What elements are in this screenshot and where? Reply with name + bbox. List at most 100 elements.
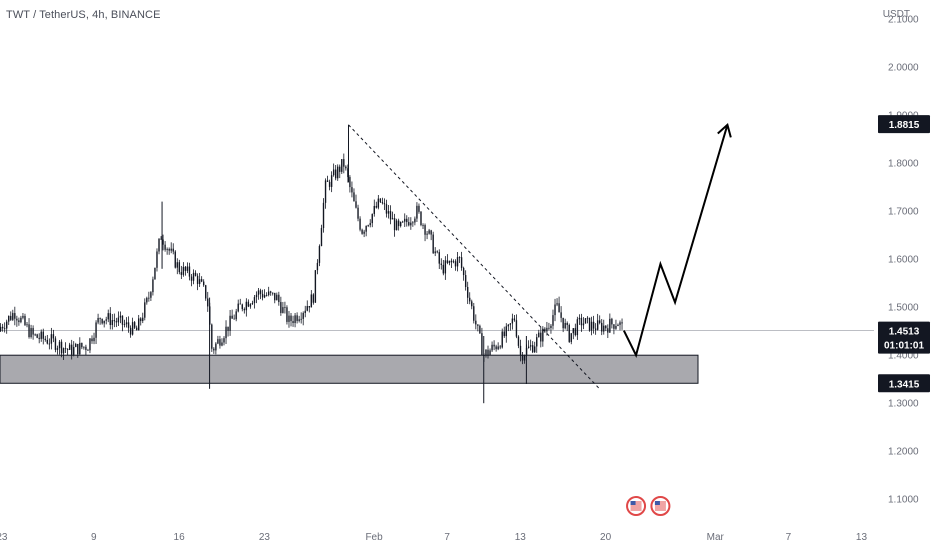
candle-body: [274, 292, 276, 301]
candle-body: [556, 303, 558, 305]
price-tick-label: 1.4000: [888, 351, 919, 362]
candle-body: [24, 315, 26, 325]
support-price-badge-text: 1.3415: [889, 379, 920, 390]
candle-body: [245, 301, 248, 311]
candle-body: [142, 317, 144, 322]
candle-body: [83, 346, 85, 348]
candle-body: [103, 320, 105, 324]
candle-body: [491, 344, 493, 351]
candle-body: [257, 290, 260, 295]
candle-body: [26, 324, 28, 326]
candle-body: [586, 317, 589, 319]
candle-body: [117, 317, 120, 323]
candle-body: [361, 229, 363, 234]
candle-body: [434, 251, 436, 254]
candle-body: [180, 272, 183, 275]
candle-body: [402, 221, 404, 223]
candle-body: [296, 315, 298, 321]
candle-body: [328, 181, 331, 187]
candle-body: [107, 313, 109, 320]
candle-body: [460, 257, 463, 268]
current-price-badge-text: 01:01:01: [884, 341, 924, 352]
candle-body: [270, 291, 272, 293]
candle-body: [513, 318, 516, 321]
candle-body: [66, 349, 69, 350]
candle-body: [397, 220, 400, 227]
candle-body: [278, 294, 280, 303]
price-axis[interactable]: 2.10002.00001.90001.80001.70001.60001.50…: [888, 15, 919, 506]
candle-body: [304, 310, 306, 313]
candle-body: [534, 346, 536, 353]
time-tick-label: 7: [786, 532, 792, 543]
candle-body: [178, 262, 181, 273]
candle-body: [337, 166, 339, 179]
candle-body: [164, 244, 166, 250]
candle-body: [129, 327, 132, 335]
candle-body: [255, 294, 258, 298]
candle-body: [97, 317, 99, 323]
candle-body: [253, 297, 256, 304]
us-flag-event-icon[interactable]: [650, 496, 671, 516]
candle-body: [0, 326, 2, 332]
candle-body: [168, 249, 170, 251]
candle-body: [211, 324, 213, 349]
descending-trendline[interactable]: [348, 124, 600, 390]
candle-body: [79, 342, 81, 355]
candle-body: [18, 320, 20, 323]
candle-body: [511, 318, 514, 324]
candle-body: [81, 342, 83, 348]
candle-body: [70, 344, 73, 355]
candle-body: [75, 343, 77, 347]
candle-body: [469, 297, 471, 302]
candle-body: [1, 326, 4, 329]
candle-body: [292, 321, 294, 323]
candle-body: [393, 218, 396, 231]
candle-body: [154, 267, 156, 280]
candle-body: [156, 251, 158, 268]
candle-body: [355, 201, 357, 208]
candle-body: [282, 307, 284, 313]
candle-body: [115, 321, 118, 323]
candle-body: [62, 348, 65, 354]
candle-body: [119, 315, 122, 318]
candle-body: [294, 315, 296, 323]
candle-body: [495, 346, 497, 350]
support-zone[interactable]: [0, 354, 699, 384]
candle-body: [324, 180, 327, 203]
candle-body: [594, 328, 597, 330]
candle-body: [12, 313, 14, 320]
time-axis[interactable]: 2023 9 16 23 Feb 7 13 20 Mar 7 13: [0, 532, 867, 543]
candle-body: [582, 323, 585, 326]
candle-body: [233, 318, 235, 320]
candle-body: [219, 339, 221, 346]
candle-body: [507, 324, 510, 327]
candle-body: [560, 312, 562, 318]
time-tick-label: 9: [91, 532, 97, 543]
price-badges: 1.8815 1.4513 01:01:01 1.3415: [878, 115, 930, 393]
candle-body: [89, 338, 91, 351]
candle-body: [60, 341, 63, 354]
candle-body: [332, 169, 335, 176]
candle-body: [184, 266, 187, 271]
projection-path[interactable]: [622, 124, 729, 359]
candle-body: [42, 331, 44, 339]
candle-body: [225, 326, 227, 339]
time-tick-label: 13: [856, 532, 868, 543]
candle-body: [605, 325, 607, 329]
candle-body: [48, 343, 51, 345]
us-flag-event-icon[interactable]: [626, 496, 647, 516]
candle-body: [298, 319, 300, 321]
time-tick-label: Mar: [707, 532, 725, 543]
candle-body: [428, 230, 430, 234]
candle-body: [202, 281, 205, 286]
candle-body: [50, 334, 53, 344]
candle-body: [422, 225, 424, 226]
target-price-badge-text: 1.8815: [889, 120, 920, 131]
event-icons-layer[interactable]: [626, 496, 671, 516]
candle-body: [174, 251, 176, 268]
candle-body: [22, 315, 24, 318]
candle-body: [205, 285, 207, 299]
candle-body: [621, 322, 623, 324]
candle-body: [261, 293, 264, 298]
